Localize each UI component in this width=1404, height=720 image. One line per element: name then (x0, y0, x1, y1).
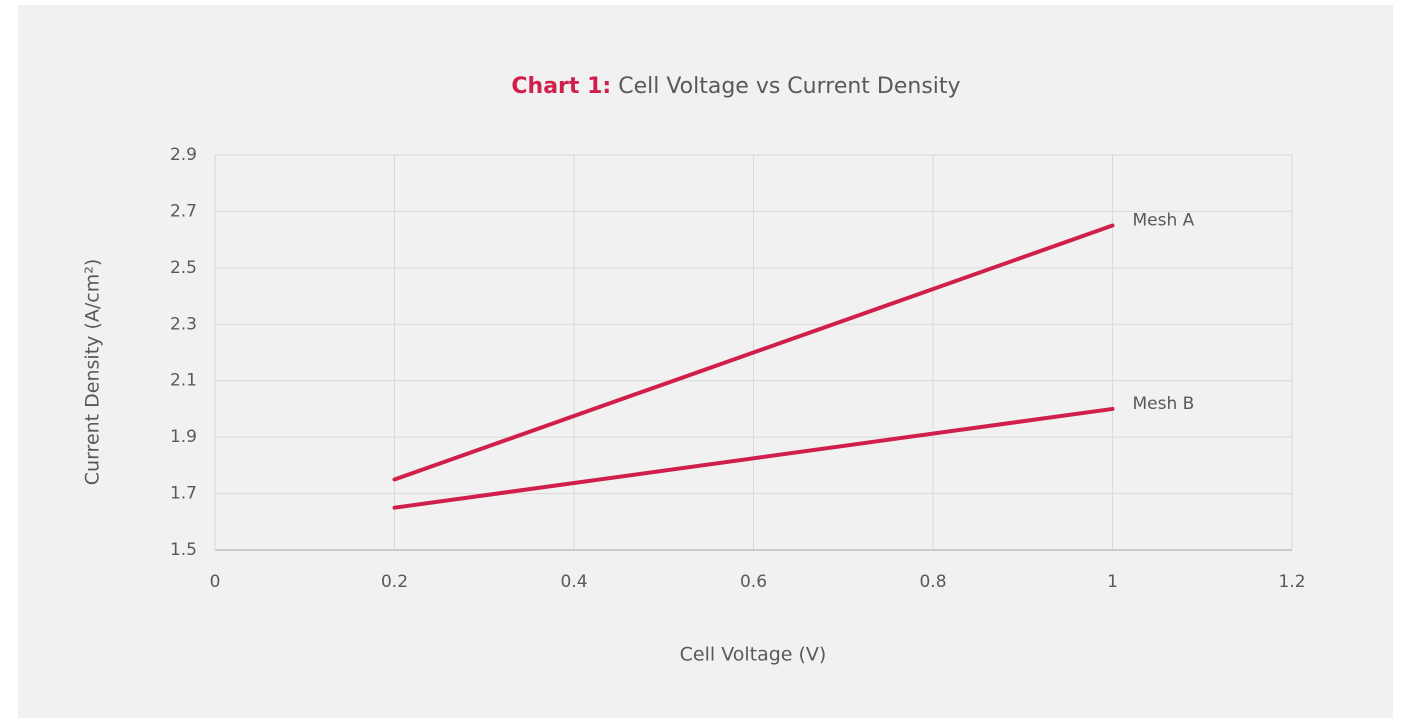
x-tick-label: 0.2 (381, 572, 408, 592)
series-label: Mesh A (1133, 211, 1195, 231)
y-tick-label: 2.3 (170, 314, 197, 334)
y-tick-label: 1.9 (170, 427, 197, 447)
y-tick-label: 2.9 (170, 145, 197, 165)
series-line (392, 223, 1115, 482)
y-axis-label: Current Density (A/cm²) (82, 259, 104, 485)
x-axis-label: Cell Voltage (V) (680, 644, 827, 666)
title-label: Chart 1: (511, 74, 611, 99)
title-text: Cell Voltage vs Current Density (618, 74, 960, 99)
series-label: Mesh B (1133, 394, 1195, 414)
y-tick-label: 1.7 (170, 484, 197, 504)
x-tick-label: 0.8 (919, 572, 946, 592)
x-tick-label: 0 (210, 572, 221, 592)
y-tick-label: 2.7 (170, 201, 197, 221)
y-tick-label: 1.5 (170, 540, 197, 560)
chart-title: Chart 1: Cell Voltage vs Current Density (511, 74, 960, 99)
series-line (392, 406, 1115, 510)
x-tick-label: 1 (1107, 572, 1118, 592)
y-tick-label: 2.1 (170, 371, 197, 391)
x-tick-label: 1.2 (1278, 572, 1305, 592)
x-tick-label: 0.4 (560, 572, 587, 592)
y-tick-label: 2.5 (170, 258, 197, 278)
x-tick-label: 0.6 (740, 572, 767, 592)
panel (18, 5, 1393, 718)
